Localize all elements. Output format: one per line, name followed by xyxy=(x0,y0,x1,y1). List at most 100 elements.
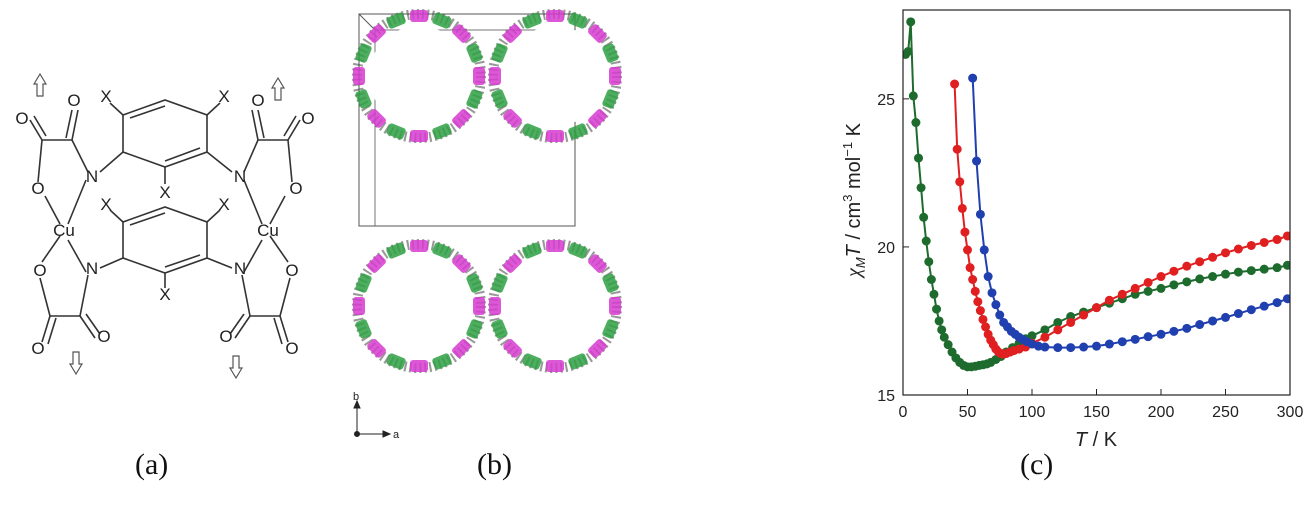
y-tick-label: 15 xyxy=(877,388,895,405)
caption-c: (c) xyxy=(1020,448,1054,481)
framework-block xyxy=(466,43,483,63)
atom-n: N xyxy=(86,167,98,186)
atom-o: O xyxy=(301,109,314,128)
data-point xyxy=(1117,337,1127,347)
framework-block xyxy=(588,254,607,273)
y-tick-label: 25 xyxy=(877,92,895,109)
data-point xyxy=(1053,325,1063,335)
atom-cu: Cu xyxy=(53,221,75,240)
data-point xyxy=(1143,277,1153,287)
framework-block xyxy=(386,242,406,259)
axis-indicator xyxy=(353,399,392,438)
data-point xyxy=(983,272,993,282)
data-point xyxy=(1272,235,1282,245)
data-point xyxy=(1259,264,1269,274)
framework-block xyxy=(491,89,508,109)
caption-b: (b) xyxy=(477,448,512,481)
data-point xyxy=(1104,295,1114,305)
data-point xyxy=(1246,240,1256,250)
framework-block xyxy=(367,339,386,358)
framework-block xyxy=(546,360,564,372)
data-point xyxy=(960,227,970,237)
framework-block xyxy=(466,319,483,339)
framework-block xyxy=(602,89,619,109)
data-point xyxy=(913,153,923,163)
data-point xyxy=(1040,342,1050,352)
framework-block xyxy=(491,319,508,339)
data-point xyxy=(934,316,944,326)
data-point xyxy=(1079,310,1089,320)
data-point xyxy=(1221,312,1230,322)
data-point xyxy=(1233,244,1243,254)
benzene-ring-bottom xyxy=(122,206,208,274)
framework-block xyxy=(473,297,485,315)
data-point xyxy=(1195,274,1205,284)
framework-block xyxy=(367,109,386,128)
data-point xyxy=(968,275,978,284)
data-point xyxy=(1066,317,1076,327)
atom-o: O xyxy=(97,327,110,346)
data-point xyxy=(975,209,985,219)
caption-a: (a) xyxy=(135,448,169,481)
data-point xyxy=(1208,272,1218,282)
atom-o: O xyxy=(33,261,46,280)
atom-n: N xyxy=(86,259,98,278)
data-point xyxy=(1092,303,1101,313)
framework-block xyxy=(473,67,485,85)
data-point xyxy=(1182,261,1192,271)
framework-block xyxy=(503,24,522,43)
data-point xyxy=(1117,289,1127,299)
data-point xyxy=(1246,266,1256,276)
data-point xyxy=(1079,342,1089,352)
benzene-ring-top xyxy=(122,99,208,168)
x-tick-label: 100 xyxy=(1019,404,1046,421)
x-tick-label: 50 xyxy=(959,404,977,421)
data-point xyxy=(957,203,967,213)
data-point xyxy=(1208,316,1218,326)
data-point xyxy=(1040,325,1050,335)
data-point xyxy=(952,144,962,154)
framework-block xyxy=(355,43,372,63)
data-point xyxy=(916,183,926,193)
data-point xyxy=(991,300,1001,310)
data-point xyxy=(932,304,942,314)
y-axis-label: χMT / cm3 mol−1 K xyxy=(840,122,868,279)
framework-block xyxy=(546,10,564,22)
data-point xyxy=(987,288,997,298)
data-point xyxy=(950,79,960,89)
data-point xyxy=(978,314,988,324)
data-point xyxy=(1282,260,1290,270)
data-point xyxy=(1156,283,1166,293)
framework-block xyxy=(386,353,406,370)
atom-x: X xyxy=(159,285,170,304)
x-tick-label: 150 xyxy=(1083,404,1110,421)
crystal-packing: b a xyxy=(352,9,622,441)
framework-block xyxy=(489,67,501,85)
framework-block xyxy=(410,360,428,372)
atom-o: O xyxy=(285,261,298,280)
data-point xyxy=(968,73,978,83)
data-point xyxy=(929,289,939,299)
framework-block xyxy=(432,242,452,259)
framework-block xyxy=(410,130,428,142)
framework-block xyxy=(568,12,588,29)
data-point xyxy=(1027,331,1037,341)
data-point xyxy=(919,212,929,222)
framework-block xyxy=(452,339,471,358)
data-point xyxy=(1195,320,1205,330)
data-point xyxy=(1169,266,1179,276)
data-point xyxy=(1259,301,1269,311)
data-point xyxy=(1066,343,1076,353)
framework-block xyxy=(432,123,452,140)
framework-block xyxy=(410,240,428,252)
framework-block xyxy=(491,43,508,63)
framework-block xyxy=(503,109,522,128)
framework-block xyxy=(588,109,607,128)
atom-cu: Cu xyxy=(257,221,279,240)
x-tick-label: 250 xyxy=(1212,404,1239,421)
framework-block xyxy=(503,254,522,273)
framework-block xyxy=(355,319,372,339)
x-tick-label: 200 xyxy=(1148,404,1175,421)
framework-block xyxy=(588,24,607,43)
data-point xyxy=(1182,323,1192,333)
